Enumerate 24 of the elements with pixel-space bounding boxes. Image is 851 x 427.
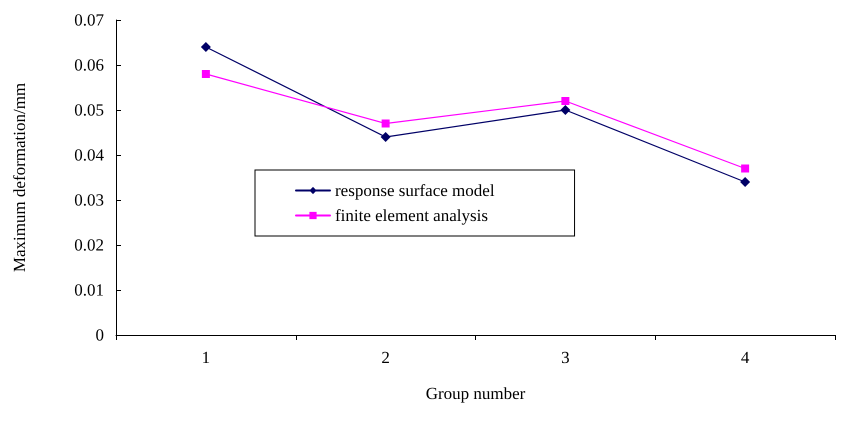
legend-label: finite element analysis [335,206,488,225]
x-tick-label: 3 [561,348,570,367]
y-tick-label: 0.03 [74,190,104,210]
legend-label: response surface model [335,181,495,200]
y-tick-label: 0.06 [74,56,104,74]
point [740,177,750,187]
y-tick-label: 0.01 [74,280,104,300]
y-tick-label: 0.07 [74,10,104,30]
x-tick-label: 2 [381,348,390,367]
y-tick-label: 0.04 [74,146,104,164]
point [561,97,570,105]
y-tick-label: 0.02 [74,236,104,254]
point [382,120,390,128]
x-tick-label: 1 [202,348,210,367]
x-axis-title: Group number [426,384,526,403]
y-tick-label: 0 [96,326,104,344]
y-axis-title: Maximum deformation/mm [10,82,29,272]
y-tick-label: 0.05 [74,100,104,120]
point [380,132,391,142]
point [560,105,570,115]
point [202,70,210,78]
x-tick-label: 4 [740,348,750,367]
point [200,42,211,52]
point [741,164,750,172]
